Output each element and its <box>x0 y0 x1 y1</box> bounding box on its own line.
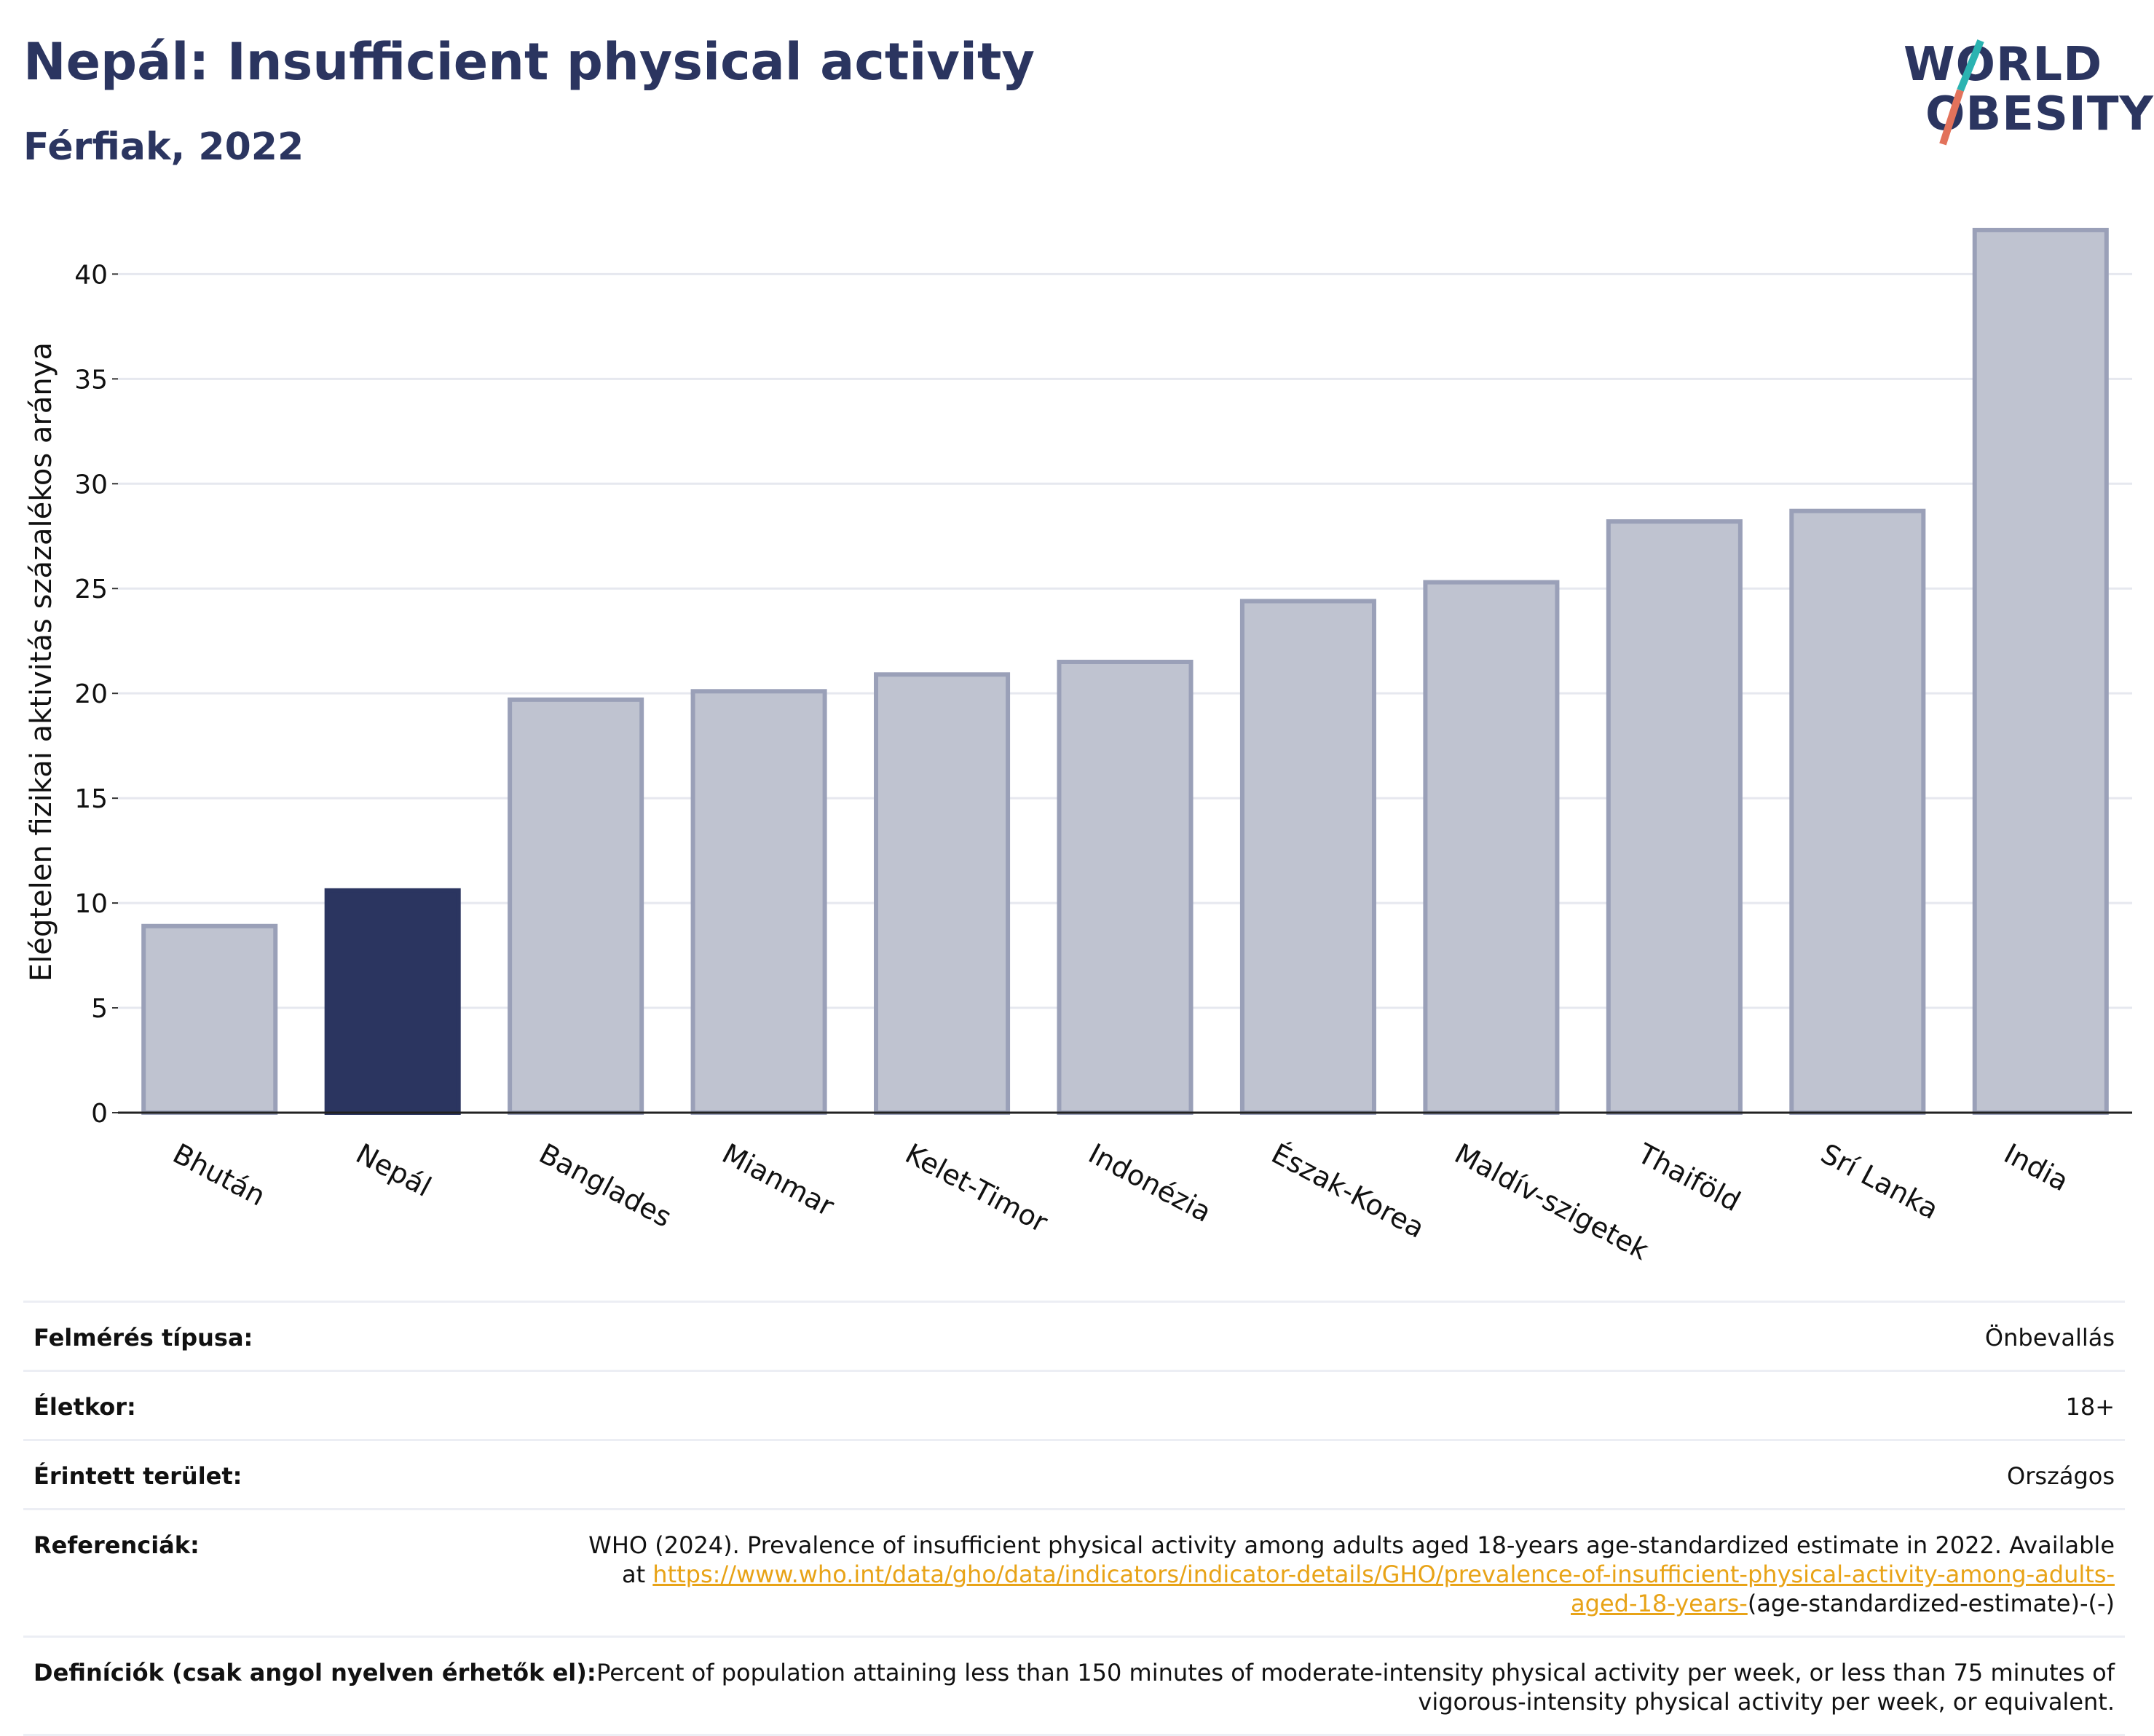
x-tick-label: Thaiföld <box>1632 1137 1745 1218</box>
meta-label: Felmérés típusa: <box>33 1324 253 1352</box>
x-tick-label: Bhután <box>167 1137 270 1212</box>
x-tick-label: Kelet-Timor <box>900 1137 1053 1239</box>
bar <box>508 697 644 1115</box>
x-tick-label: India <box>1999 1137 2074 1198</box>
y-tick-label: 30 <box>74 470 108 500</box>
y-tick-label: 10 <box>74 889 108 919</box>
reference-text: WHO (2024). Prevalence of insufficient p… <box>588 1531 2115 1588</box>
y-tick-label: 15 <box>74 784 108 814</box>
bar <box>1423 580 1560 1115</box>
y-tick-label: 5 <box>91 994 108 1024</box>
meta-value: 18+ <box>2065 1393 2115 1421</box>
logo-slash-icon <box>1939 39 1984 146</box>
reference-link[interactable]: https://www.who.int/data/gho/data/indica… <box>652 1561 2115 1617</box>
world-obesity-logo: WORLD OBESITY <box>1901 35 2153 151</box>
x-tick-label: Észak-Korea <box>1266 1137 1429 1244</box>
x-tick-label: Maldív-szigetek <box>1450 1137 1654 1266</box>
meta-value: Önbevallás <box>1984 1324 2115 1352</box>
meta-row-definitions: Definíciók (csak angol nyelven érhetők e… <box>23 1636 2125 1736</box>
y-tick-label: 40 <box>74 260 108 290</box>
x-tick-label: Nepál <box>351 1137 437 1203</box>
bar <box>1789 508 1926 1115</box>
meta-row-references: Referenciák: WHO (2024). Prevalence of i… <box>23 1508 2125 1636</box>
x-tick-label: Srí Lanka <box>1815 1137 1944 1226</box>
meta-row-survey-type: Felmérés típusa: Önbevallás <box>23 1301 2125 1370</box>
y-tick-label: 25 <box>74 575 108 604</box>
bar <box>1239 599 1376 1115</box>
meta-label: Referenciák: <box>33 1531 200 1559</box>
y-tick-label: 20 <box>74 679 108 709</box>
y-tick-label: 0 <box>91 1099 108 1129</box>
page-title: Nepál: Insufficient physical activity <box>23 32 1035 92</box>
logo-line1: WORLD <box>1904 38 2103 92</box>
bar <box>1057 660 1194 1115</box>
bar <box>141 923 278 1116</box>
x-tick-label: Mianmar <box>717 1137 840 1223</box>
meta-value: Percent of population attaining less tha… <box>596 1659 2115 1716</box>
y-tick-label: 35 <box>74 365 108 395</box>
bar <box>1606 519 1743 1115</box>
logo-line2: OBESITY <box>1925 87 2154 141</box>
bar-highlighted <box>324 888 461 1115</box>
meta-value: Országos <box>2007 1462 2115 1490</box>
meta-label: Életkor: <box>33 1393 136 1421</box>
y-axis-label: Elégtelen fizikai aktivitás százalékos a… <box>25 342 58 982</box>
x-tick-label: Indonézia <box>1084 1137 1217 1228</box>
meta-label: Érintett terület: <box>33 1462 242 1490</box>
page-subtitle: Férfiak, 2022 <box>23 125 304 169</box>
meta-row-age: Életkor: 18+ <box>23 1370 2125 1439</box>
meta-row-area: Érintett terület: Országos <box>23 1439 2125 1508</box>
x-tick-label: Banglades <box>534 1137 676 1234</box>
metadata-table: Felmérés típusa: Önbevallás Életkor: 18+… <box>23 1301 2125 1736</box>
reference-suffix: (age-standardized-estimate)-(-) <box>1747 1590 2115 1617</box>
bar <box>1972 227 2109 1116</box>
bar <box>690 689 827 1115</box>
bar <box>874 672 1011 1115</box>
bar-chart: 0 5 10 15 20 25 30 35 40 Bhután Nepál Banglades Mian… <box>25 227 2132 1266</box>
meta-value: WHO (2024). Prevalence of insufficient p… <box>587 1531 2115 1618</box>
meta-label: Definíciók (csak angol nyelven érhetők e… <box>33 1659 596 1686</box>
